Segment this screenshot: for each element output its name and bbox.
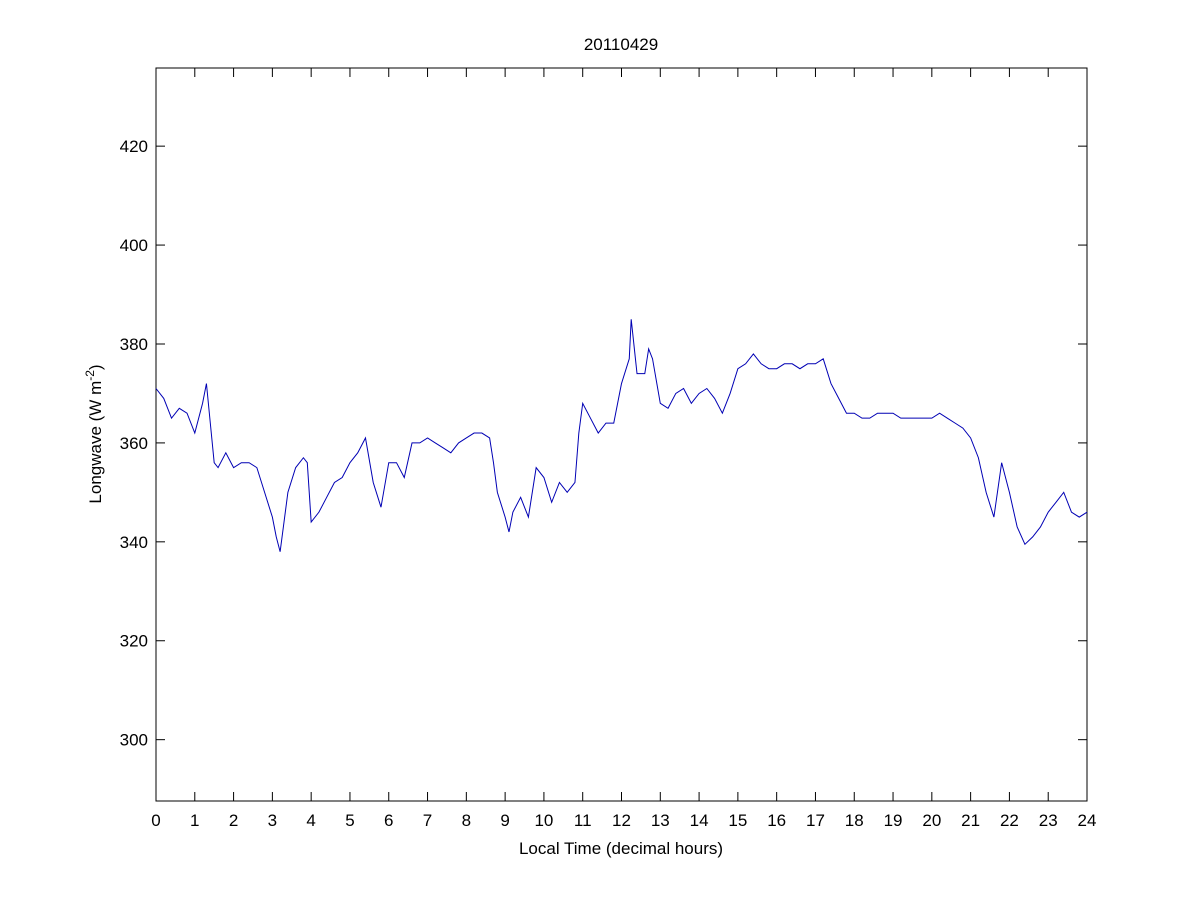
- x-tick-label: 9: [500, 811, 509, 830]
- x-tick-label: 23: [1039, 811, 1058, 830]
- y-tick-label: 360: [120, 434, 148, 453]
- x-tick-label: 18: [845, 811, 864, 830]
- y-tick-label: 300: [120, 731, 148, 750]
- x-tick-label: 6: [384, 811, 393, 830]
- y-axis-label-end: ): [86, 364, 105, 370]
- chart-title: 20110429: [584, 35, 658, 54]
- x-tick-label: 13: [651, 811, 670, 830]
- x-tick-label: 0: [151, 811, 160, 830]
- x-tick-label: 5: [345, 811, 354, 830]
- y-tick-label: 340: [120, 533, 148, 552]
- x-tick-label: 2: [229, 811, 238, 830]
- x-tick-label: 4: [306, 811, 315, 830]
- x-tick-label: 8: [462, 811, 471, 830]
- x-tick-label: 22: [1000, 811, 1019, 830]
- y-tick-label: 420: [120, 137, 148, 156]
- y-axis-label-sup: -2: [83, 370, 97, 381]
- y-tick-label: 400: [120, 236, 148, 255]
- x-tick-label: 24: [1078, 811, 1097, 830]
- x-tick-label: 7: [423, 811, 432, 830]
- y-tick-label: 320: [120, 632, 148, 651]
- x-tick-label: 20: [922, 811, 941, 830]
- x-tick-label: 14: [690, 811, 709, 830]
- x-tick-label: 17: [806, 811, 825, 830]
- x-tick-label: 3: [268, 811, 277, 830]
- x-axis-label: Local Time (decimal hours): [519, 839, 723, 858]
- data-line: [155, 319, 1088, 552]
- y-axis-label-text: Longwave (W m: [86, 381, 105, 504]
- x-tick-label: 21: [961, 811, 980, 830]
- x-tick-label: 12: [612, 811, 631, 830]
- x-tick-label: 19: [884, 811, 903, 830]
- x-tick-label: 10: [534, 811, 553, 830]
- y-axis-label: Longwave (W m-2): [83, 364, 105, 503]
- x-tick-label: 1: [190, 811, 199, 830]
- y-tick-label: 380: [120, 335, 148, 354]
- x-tick-label: 15: [728, 811, 747, 830]
- x-tick-label: 16: [767, 811, 786, 830]
- x-tick-label: 11: [574, 811, 592, 830]
